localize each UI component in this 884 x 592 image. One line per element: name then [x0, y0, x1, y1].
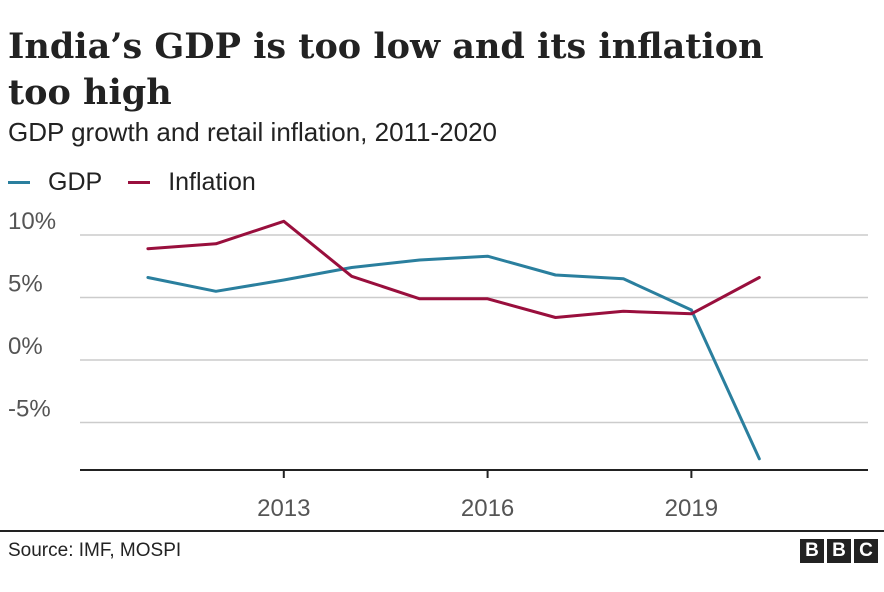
chart-title: India’s GDP is too low and its inflation… [8, 26, 764, 113]
y-tick-label: 10% [8, 208, 56, 235]
bbc-logo: B B C [800, 539, 878, 563]
x-tick-label: 2019 [665, 495, 718, 522]
logo-letter: B [800, 539, 824, 563]
legend-item-gdp: GDP [8, 168, 102, 197]
source-note: Source: IMF, MOSPI [8, 540, 182, 561]
legend-swatch-inflation [128, 180, 151, 184]
logo-letter: B [827, 539, 851, 563]
footer-divider [0, 530, 884, 532]
legend-label-inflation: Inflation [168, 167, 256, 196]
legend-item-inflation: Inflation [128, 168, 256, 197]
series-line-inflation [146, 219, 761, 319]
y-tick-label: -5% [8, 396, 51, 423]
legend-label-gdp: GDP [48, 167, 103, 196]
x-tick-label: 2013 [257, 495, 310, 522]
x-tick-label: 2016 [461, 495, 514, 522]
y-tick-label: 0% [8, 333, 43, 360]
y-tick-label: 5% [8, 271, 43, 298]
chart-legend: GDP Inflation [8, 166, 282, 198]
line-chart: 10% 5% 0% -5% 2013 2016 2019 [8, 208, 868, 522]
series-line-gdp [146, 254, 761, 461]
chart-subtitle: GDP growth and retail inflation, 2011-20… [8, 117, 498, 147]
logo-letter: C [854, 539, 878, 563]
legend-swatch-gdp [8, 180, 30, 184]
